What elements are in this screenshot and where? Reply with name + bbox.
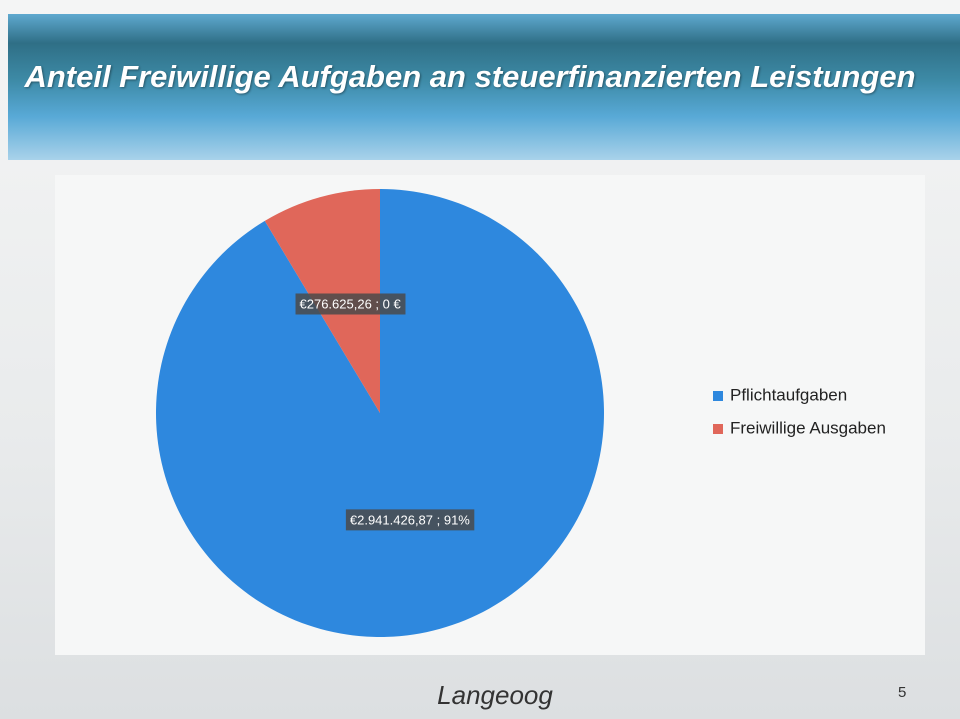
label-box xyxy=(345,509,475,531)
legend-label: Freiwillige Ausgaben xyxy=(730,418,886,437)
legend-label: Pflichtaufgaben xyxy=(730,385,847,404)
header-band xyxy=(8,14,960,160)
data-label: €276.625,26 ; 0 € xyxy=(300,296,402,311)
label-box xyxy=(295,293,406,315)
logo: Langeoog xyxy=(437,680,553,710)
slide-title: Anteil Freiwillige Aufgaben an steuerfin… xyxy=(24,59,916,94)
legend-swatch xyxy=(713,424,723,434)
page-number: 5 xyxy=(898,684,907,701)
legend-swatch xyxy=(713,391,723,401)
data-label: €2.941.426,87 ; 91% xyxy=(350,512,470,527)
